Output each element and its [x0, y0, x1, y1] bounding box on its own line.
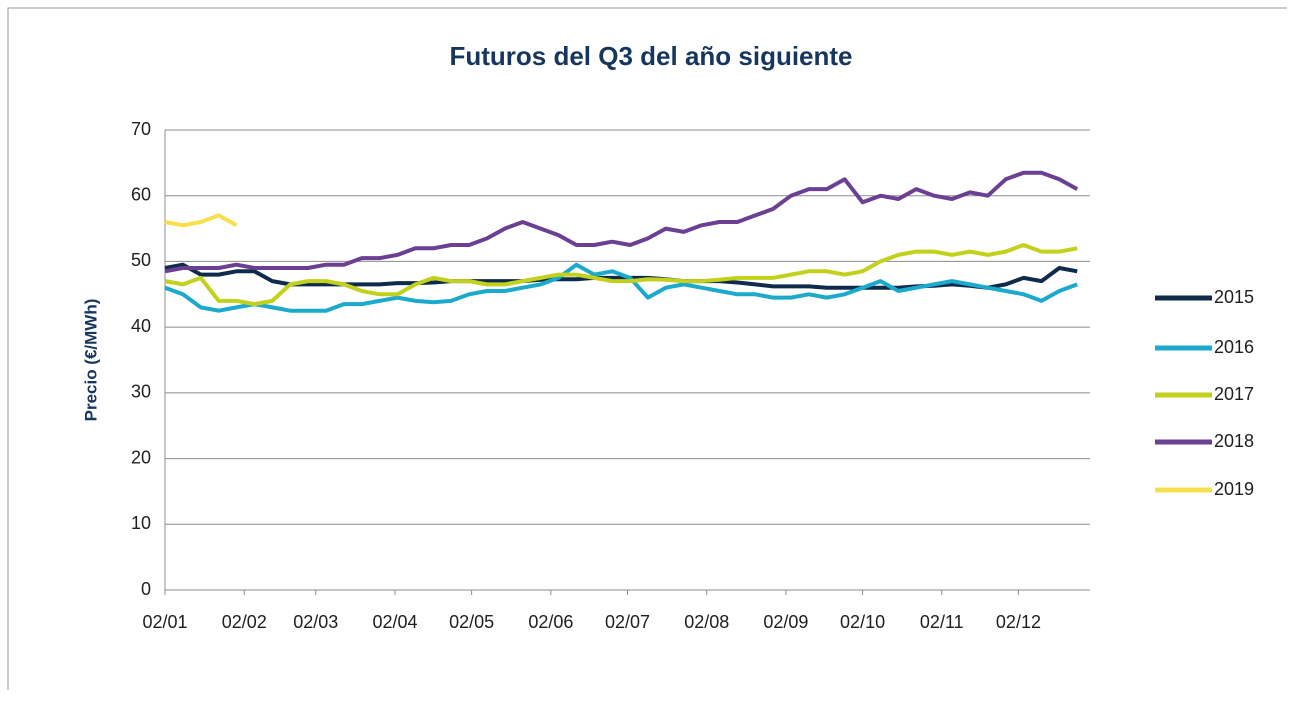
x-tick-label: 02/09 — [763, 612, 808, 632]
series-line — [164, 170, 1079, 274]
x-tick-label: 02/12 — [996, 612, 1041, 632]
series-line — [164, 262, 1078, 313]
x-tick-label: 02/04 — [372, 612, 417, 632]
legend-label: 2018 — [1214, 431, 1254, 451]
legend-label: 2017 — [1214, 384, 1254, 404]
x-tick-label: 02/03 — [293, 612, 338, 632]
x-tick-label: 02/07 — [605, 612, 650, 632]
series-line — [164, 243, 1078, 307]
chart-frame — [7, 7, 1287, 690]
x-tick-label: 02/08 — [684, 612, 729, 632]
y-tick-label: 10 — [131, 513, 151, 533]
y-tick-label: 50 — [131, 250, 151, 270]
x-tick-label: 02/01 — [142, 612, 187, 632]
legend-label: 2016 — [1214, 337, 1254, 357]
x-tick-label: 02/05 — [449, 612, 494, 632]
x-tick-label: 02/06 — [528, 612, 573, 632]
x-tick-label: 02/10 — [840, 612, 885, 632]
legend-label: 2019 — [1214, 479, 1254, 499]
y-axis-title: Precio (€/MWh) — [81, 299, 100, 422]
x-tick-label: 02/02 — [222, 612, 267, 632]
x-tick-label: 02/11 — [920, 612, 964, 632]
y-tick-label: 20 — [131, 447, 151, 467]
y-tick-label: 0 — [141, 579, 151, 599]
series-line — [164, 213, 238, 228]
legend-label: 2015 — [1214, 287, 1254, 307]
y-tick-label: 40 — [131, 316, 151, 336]
y-tick-label: 60 — [131, 184, 151, 204]
y-tick-label: 70 — [131, 119, 151, 139]
y-tick-label: 30 — [131, 382, 151, 402]
chart-title: Futuros del Q3 del año siguiente — [449, 41, 852, 71]
